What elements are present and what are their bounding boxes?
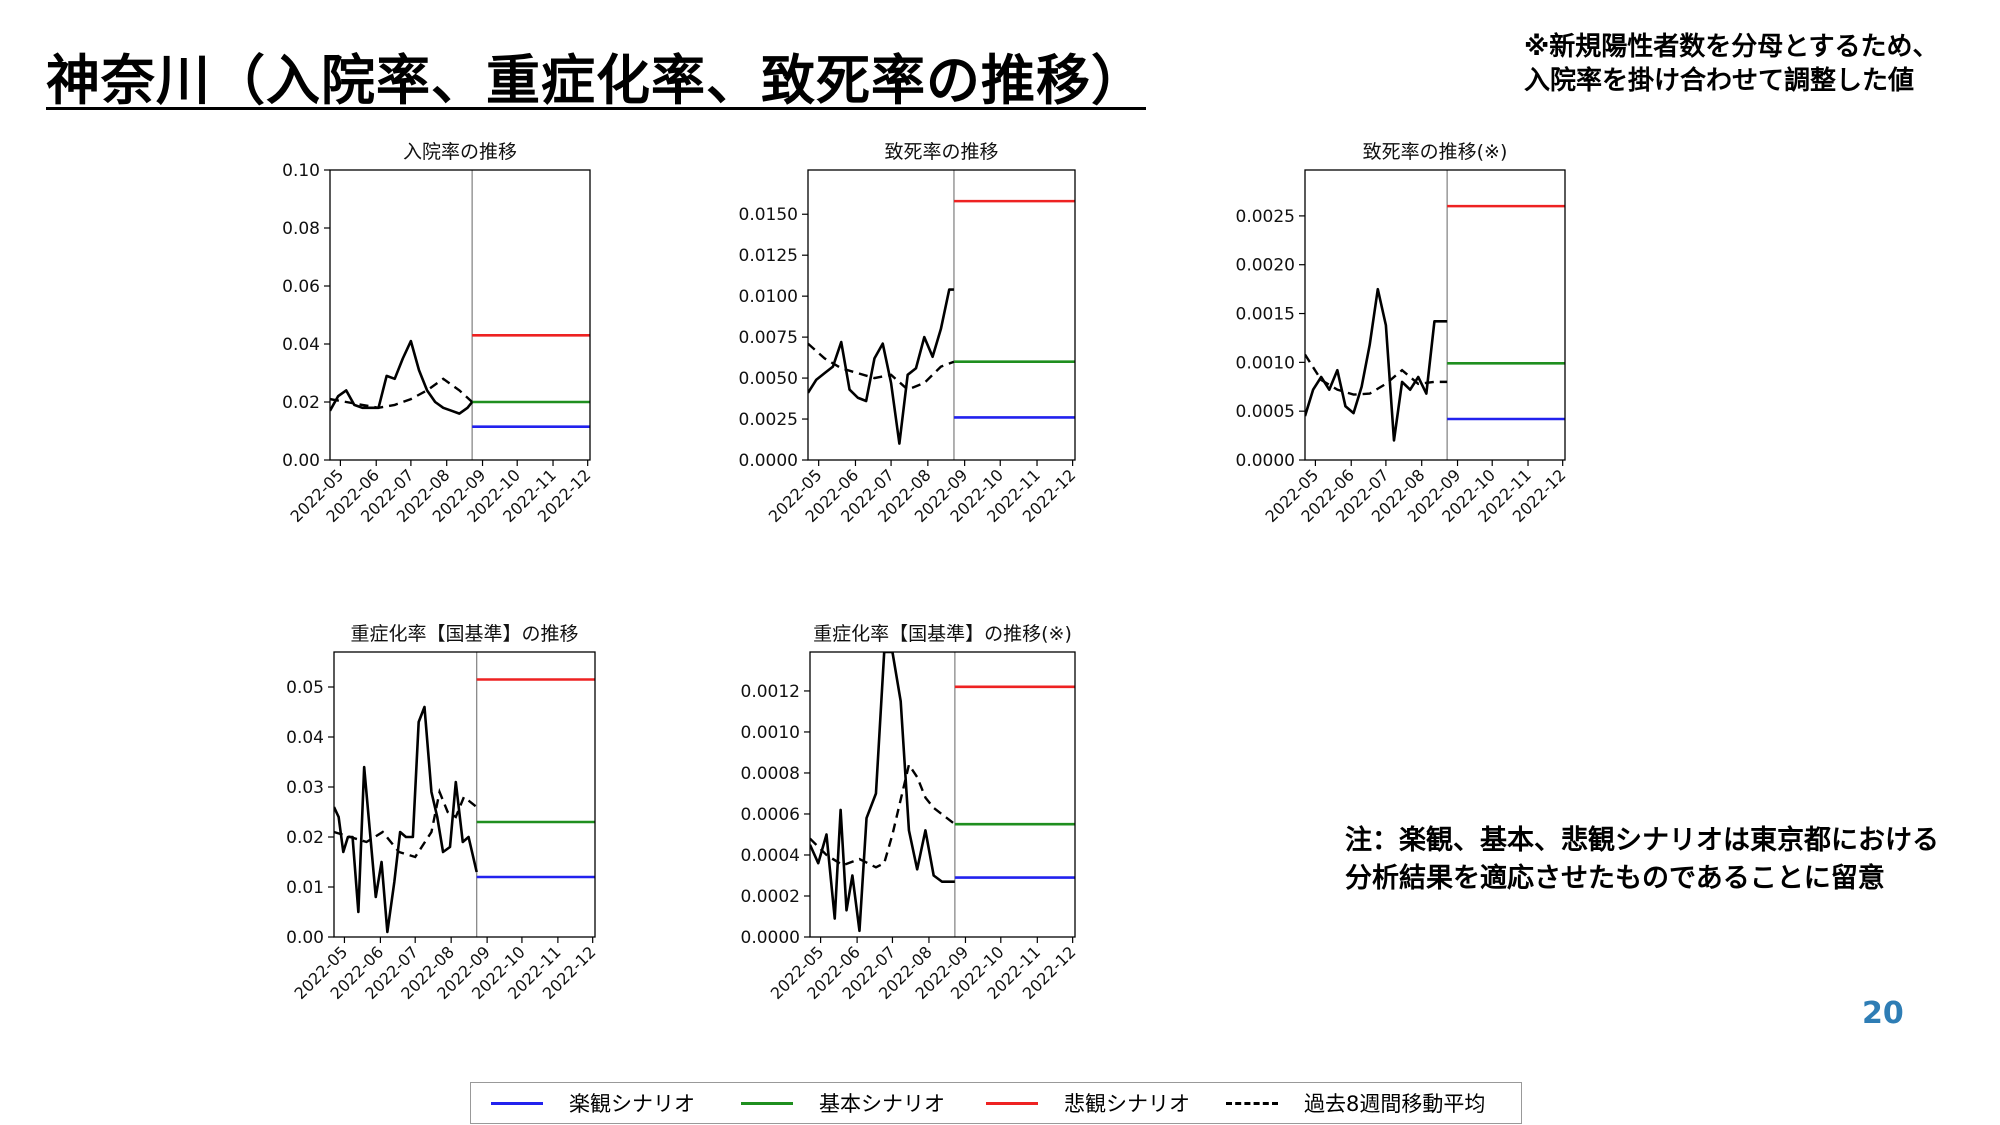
plot-frame (329, 169, 591, 461)
legend-swatch-base (741, 1101, 793, 1105)
plot-frame (1304, 169, 1566, 461)
page-number: 20 (1862, 996, 1904, 1031)
chart-title: 重症化率【国基準】の推移(※) (813, 623, 1072, 645)
legend-item-moving-average: 過去8週間移動平均 (1226, 1083, 1485, 1123)
y-tick-label: 0.06 (282, 277, 320, 297)
y-tick-label: 0.0025 (739, 410, 798, 430)
observed-line (810, 652, 955, 933)
y-tick-label: 0.10 (282, 161, 320, 181)
plot-frame (807, 169, 1076, 461)
plot-frame (809, 651, 1076, 938)
y-tick-label: 0.0075 (739, 328, 798, 348)
y-tick-label: 0.0005 (1236, 402, 1295, 422)
y-tick-label: 0.0000 (739, 451, 798, 471)
legend-item-base: 基本シナリオ (741, 1083, 945, 1123)
legend-item-optimistic: 楽観シナリオ (491, 1083, 695, 1123)
chart-severity-rate-adjusted: 重症化率【国基準】の推移(※) 0.0000 0.0002 0.0004 0.0006 0… (741, 623, 1080, 1003)
observed-line (1305, 287, 1448, 442)
y-tick-label: 0.04 (286, 728, 324, 748)
chart-fatality-rate-adjusted: 致死率の推移(※) 0.0000 0.0005 0.0010 0.0015 0.0020 0… (1236, 141, 1570, 526)
footnote-line-1: ※新規陽性者数を分母とするため、 (1524, 32, 1939, 62)
y-tick-label: 0.0008 (741, 764, 800, 784)
y-tick-label: 0.0010 (1236, 353, 1295, 373)
y-tick-label: 0.02 (282, 393, 320, 413)
chart-title: 入院率の推移 (403, 141, 517, 163)
chart-title: 重症化率【国基準】の推移 (350, 623, 578, 645)
plot-frame (333, 651, 596, 938)
y-tick-label: 0.0025 (1236, 207, 1295, 227)
y-tick-label: 0.0050 (739, 369, 798, 389)
legend-item-pessimistic: 悲観シナリオ (986, 1083, 1190, 1123)
scenario-note: 注：楽観、基本、悲観シナリオは東京都における 分析結果を適応させたものであること… (1345, 822, 1939, 898)
moving-average-line (334, 787, 478, 859)
observed-line (808, 288, 954, 445)
y-tick-label: 0.0125 (739, 246, 798, 266)
y-tick-label: 0.00 (286, 928, 324, 948)
legend: 楽観シナリオ 基本シナリオ 悲観シナリオ 過去8週間移動平均 (470, 1082, 1522, 1124)
y-tick-label: 0.0150 (739, 205, 798, 225)
legend-swatch-moving-average (1226, 1101, 1278, 1105)
legend-label-pessimistic: 悲観シナリオ (1064, 1092, 1190, 1116)
legend-label-moving-average: 過去8週間移動平均 (1304, 1092, 1486, 1116)
observed-line (330, 339, 474, 415)
y-tick-label: 0.05 (286, 678, 324, 698)
y-tick-label: 0.0002 (741, 887, 800, 907)
y-tick-label: 0.02 (286, 828, 324, 848)
note-line-1: 注：楽観、基本、悲観シナリオは東京都における (1345, 825, 1939, 856)
y-tick-label: 0.0100 (739, 287, 798, 307)
chart-title: 致死率の推移(※) (1363, 141, 1508, 163)
chart-severity-rate: 重症化率【国基準】の推移0.000.010.020.030.040.052022… (286, 623, 599, 1003)
y-tick-label: 0.0010 (741, 723, 800, 743)
moving-average-line (330, 377, 473, 410)
y-tick-label: 0.0000 (741, 928, 800, 948)
chart-fatality-rate: 致死率の推移 0.0000 0.0025 0.0050 0.0075 0.0100 0.01… (739, 141, 1080, 526)
y-tick-label: 0.03 (286, 778, 324, 798)
moving-average-line (808, 342, 955, 391)
y-tick-label: 0.00 (282, 451, 320, 471)
note-line-2: 分析結果を適応させたものであることに留意 (1345, 863, 1885, 894)
footnote-line-2: 入院率を掛け合わせて調整した値 (1524, 66, 1915, 96)
footnote: ※新規陽性者数を分母とするため、 入院率を掛け合わせて調整した値 (1524, 30, 1939, 98)
y-tick-label: 0.08 (282, 219, 320, 239)
page-title: 神奈川（入院率、重症化率、致死率の推移） (46, 49, 1146, 112)
legend-swatch-pessimistic (986, 1101, 1038, 1105)
y-tick-label: 0.0020 (1236, 256, 1295, 276)
y-tick-label: 0.01 (286, 878, 324, 898)
y-tick-label: 0.0015 (1236, 305, 1295, 325)
observed-line (334, 705, 478, 934)
y-tick-label: 0.0000 (1236, 451, 1295, 471)
y-tick-label: 0.04 (282, 335, 320, 355)
chart-title: 致死率の推移 (884, 141, 998, 163)
legend-label-optimistic: 楽観シナリオ (569, 1092, 695, 1116)
moving-average-line (810, 761, 956, 869)
y-tick-label: 0.0004 (741, 846, 800, 866)
y-tick-label: 0.0006 (741, 805, 800, 825)
legend-label-base: 基本シナリオ (819, 1092, 945, 1116)
chart-hospitalization-rate: 入院率の推移0.000.020.040.060.080.102022-05202… (282, 141, 594, 526)
y-tick-label: 0.0012 (741, 682, 800, 702)
legend-swatch-optimistic (491, 1101, 543, 1105)
